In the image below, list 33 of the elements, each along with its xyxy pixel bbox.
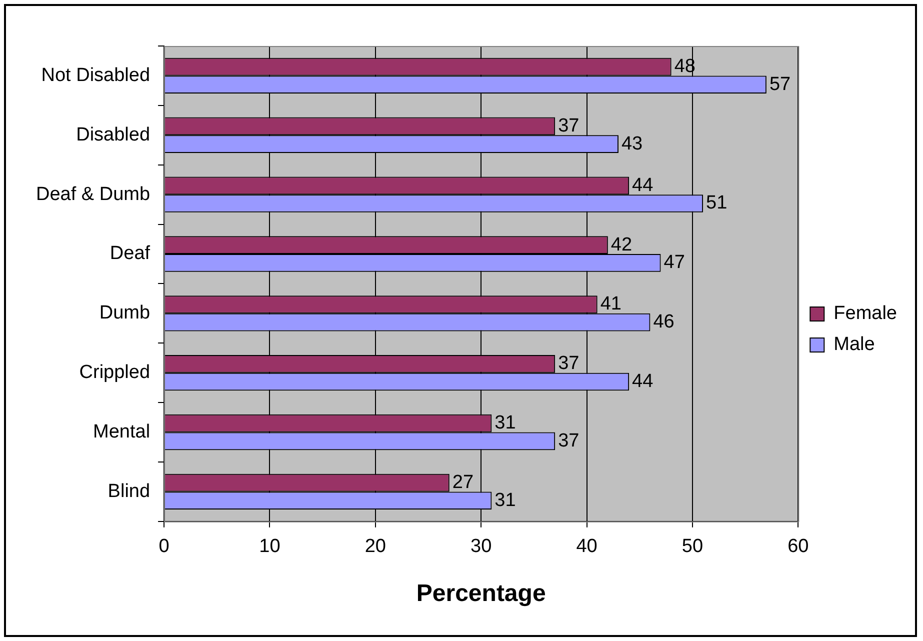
- legend-label: Male: [834, 334, 875, 356]
- data-label: 44: [632, 370, 654, 392]
- y-tick-label: Mental: [93, 421, 150, 442]
- data-label: 41: [600, 294, 622, 315]
- data-label: 43: [621, 133, 643, 154]
- data-label: 27: [452, 472, 474, 494]
- y-tick-label: Deaf: [110, 243, 151, 264]
- data-label: 57: [769, 74, 791, 95]
- y-tick-label: Crippled: [79, 362, 150, 384]
- y-tick-label: Deaf & Dumb: [36, 184, 150, 205]
- x-tick-label: 60: [788, 536, 809, 558]
- y-tick-label: Not Disabled: [41, 64, 150, 86]
- data-label: 44: [632, 174, 654, 196]
- y-tick-label: Disabled: [76, 124, 150, 146]
- y-tick-label: Dumb: [99, 302, 150, 324]
- x-tick-label: 50: [682, 536, 704, 558]
- data-label: 51: [706, 192, 728, 214]
- data-label: 37: [558, 353, 580, 374]
- data-label: 47: [664, 252, 685, 274]
- y-tick-label: Blind: [108, 480, 150, 502]
- data-label: 31: [494, 490, 516, 511]
- x-axis-title: Percentage: [416, 580, 546, 608]
- x-tick-label: 20: [364, 536, 386, 558]
- legend-label: Female: [834, 303, 898, 324]
- data-label: 42: [610, 234, 632, 256]
- data-label: 37: [558, 430, 580, 452]
- x-tick-label: 10: [259, 536, 280, 558]
- x-tick-label: 0: [158, 536, 170, 558]
- data-label: 31: [494, 412, 516, 434]
- data-label: 37: [558, 115, 580, 136]
- x-tick-label: 30: [470, 536, 492, 558]
- x-tick-label: 40: [576, 536, 598, 558]
- data-label: 46: [653, 312, 674, 333]
